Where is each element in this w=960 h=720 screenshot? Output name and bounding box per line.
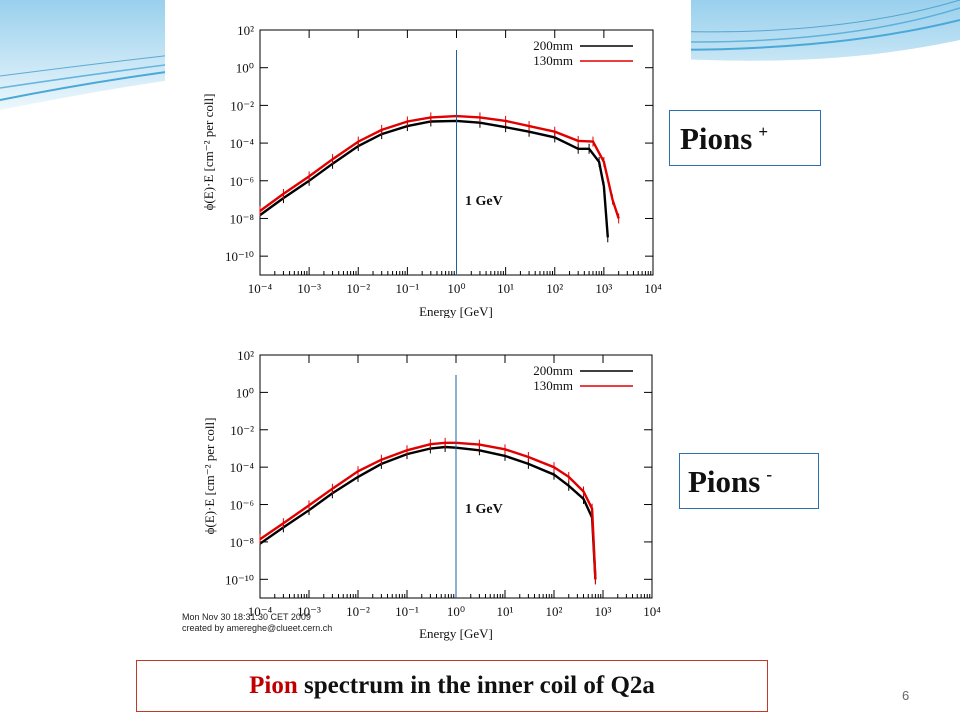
x-tick-label: 10⁻² [346,281,370,296]
y-tick-label: 10⁻⁸ [230,211,255,226]
caption-highlight: Pion [249,672,298,699]
y-tick-label: 10⁻⁴ [230,136,255,151]
y-tick-label: 10⁻² [230,98,254,113]
y-axis-title: ϕ(E)·E [cm⁻² per coll] [202,418,217,535]
y-tick-labels: 10⁻¹⁰ 10⁻⁸ 10⁻⁶ 10⁻⁴ 10⁻² 10⁰ 10² [225,348,254,587]
y-tick-labels: 10⁻¹⁰ 10⁻⁸ 10⁻⁶ 10⁻⁴ 10⁻² 10⁰ 10² [225,23,254,264]
pions-plus-chart-panel: 10⁻¹⁰ 10⁻⁸ 10⁻⁶ 10⁻⁴ 10⁻² 10⁰ 10² 10⁻⁴ 10⁻³ 10⁻²… [165,0,691,318]
x-tick-label: 10¹ [497,281,514,296]
pions-minus-chart-panel: 10⁻¹⁰ 10⁻⁸ 10⁻⁶ 10⁻⁴ 10⁻² 10⁰ 10² 10⁻⁴ 10⁻³ 10⁻²… [152,318,707,663]
x-tick-label: 10⁰ [447,281,465,296]
x-tick-label: 10⁻⁴ [248,281,273,296]
x-axis-title: Energy [GeV] [419,304,493,318]
page-number: 6 [902,688,910,703]
y-tick-label: 10² [237,23,254,38]
x-tick-label: 10¹ [497,604,514,619]
slide-caption: Pion spectrum in the inner coil of Q2a [136,660,768,712]
one-gev-label: 1 GeV [465,502,503,517]
y-axis-title: ϕ(E)·E [cm⁻² per coll] [201,94,216,211]
y-tick-label: 10⁻¹⁰ [225,249,254,264]
pions-minus-label: Pions - [679,453,819,509]
series-line-200mm [259,119,609,238]
one-gev-label: 1 GeV [465,194,503,209]
pions-plus-chart: 10⁻¹⁰ 10⁻⁸ 10⁻⁶ 10⁻⁴ 10⁻² 10⁰ 10² 10⁻⁴ 10⁻³ 10⁻²… [201,23,662,318]
legend: 200mm 130mm [533,38,633,68]
x-tick-label: 10⁻¹ [395,604,419,619]
axis-ticks [259,29,654,275]
pions-minus-sign: - [766,465,773,484]
x-tick-label: 10⁴ [643,604,661,619]
legend: 200mm 130mm [533,363,633,393]
y-tick-label: 10⁻² [230,423,254,438]
y-tick-label: 10⁻⁸ [230,535,255,550]
x-tick-label: 10² [546,281,563,296]
series-group [259,111,620,243]
author-stamp: created by amereghe@clueet.cern.ch [182,623,332,633]
x-tick-labels: 10⁻⁴ 10⁻³ 10⁻² 10⁻¹ 10⁰ 10¹ 10² 10³ 10⁴ [248,604,661,619]
x-tick-label: 10⁴ [644,281,662,296]
series-line-130mm [259,114,620,219]
x-tick-label: 10⁻³ [297,604,321,619]
x-tick-label: 10⁻⁴ [248,604,273,619]
pions-plus-sign: + [758,122,769,141]
x-tick-label: 10² [546,604,563,619]
x-axis-title: Energy [GeV] [419,626,493,641]
x-tick-label: 10³ [595,281,612,296]
series-line-130mm [259,441,597,580]
x-tick-label: 10⁻² [346,604,370,619]
x-tick-label: 10³ [595,604,612,619]
x-tick-label: 10⁰ [447,604,465,619]
legend-label-200mm: 200mm [533,38,573,53]
series-line-200mm [259,445,597,580]
pions-plus-text: Pions [680,121,753,156]
x-tick-labels: 10⁻⁴ 10⁻³ 10⁻² 10⁻¹ 10⁰ 10¹ 10² 10³ 10⁴ [248,281,662,296]
x-tick-label: 10⁻³ [297,281,321,296]
y-tick-label: 10⁻⁶ [230,174,254,189]
y-tick-label: 10⁻¹⁰ [225,572,254,587]
pions-minus-chart: 10⁻¹⁰ 10⁻⁸ 10⁻⁶ 10⁻⁴ 10⁻² 10⁰ 10² 10⁻⁴ 10⁻³ 10⁻²… [182,348,661,641]
x-tick-label: 10⁻¹ [395,281,419,296]
y-tick-label: 10² [237,348,254,363]
legend-label-130mm: 130mm [533,53,573,68]
pions-plus-label: Pions + [669,110,821,166]
pions-minus-text: Pions [688,464,761,499]
y-tick-label: 10⁰ [236,61,254,76]
y-tick-label: 10⁻⁶ [230,498,254,513]
timestamp-stamp: Mon Nov 30 18:31:30 CET 2009 [182,612,311,622]
y-tick-label: 10⁻⁴ [230,460,255,475]
legend-label-130mm: 130mm [533,378,573,393]
axis-ticks [259,354,653,598]
caption-text: spectrum in the inner coil of Q2a [297,672,655,699]
legend-label-200mm: 200mm [533,363,573,378]
y-tick-label: 10⁰ [236,385,254,400]
series-group [259,437,597,585]
